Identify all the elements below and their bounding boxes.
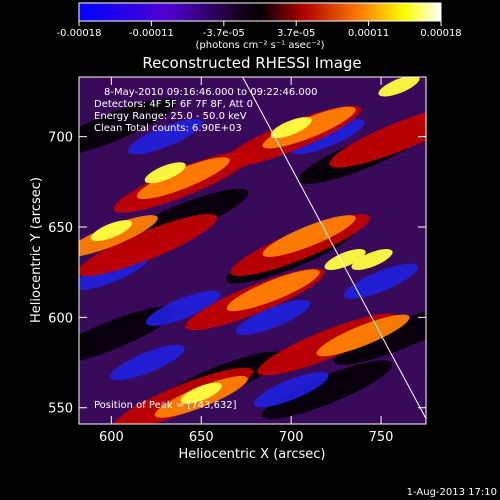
peak-position-label: Position of Peak = [743,632]: [94, 400, 237, 411]
heatmap-blob: [329, 105, 426, 168]
plot-frame: [78, 76, 427, 425]
y-tick-label: 650: [48, 221, 73, 236]
heatmap-blob: [235, 299, 311, 335]
heatmap-blob: [333, 306, 426, 365]
heatmap-blob: [79, 214, 218, 277]
heatmap-blob: [253, 372, 329, 408]
x-tick-label: 700: [279, 430, 304, 445]
heatmap-blob: [79, 306, 177, 365]
y-tick-label: 600: [48, 311, 73, 326]
footer-date: 1-Aug-2013 17:10: [407, 487, 497, 498]
chart-title: Reconstructed RHESSI Image: [142, 54, 361, 72]
x-axis-ticks: 600 650 700 750: [99, 77, 394, 445]
annotation-detectors: Detectors: 4F 5F 6F 7F 8F, Att 0: [94, 99, 253, 110]
y-axis-label: Heliocentric Y (arcsec): [29, 177, 44, 323]
colorbar-units: (photons cm⁻² s⁻¹ asec⁻²): [195, 40, 324, 51]
heatmap-blob: [289, 119, 365, 155]
heatmap-blob: [270, 117, 312, 139]
heatmap-blob: [110, 344, 185, 381]
heatmap-blob: [180, 382, 222, 404]
x-tick-label: 600: [99, 430, 124, 445]
solar-limb-line: [242, 77, 426, 419]
x-tick-label: 650: [189, 430, 214, 445]
heatmap-blob: [226, 269, 320, 312]
x-tick-label: 750: [369, 430, 394, 445]
y-axis-ticks: 550 600 650 700: [48, 131, 426, 417]
colorbar-ticks: -0.00018 -0.00011 -3.7e-05 3.7e-05 0.00011 0.…: [57, 21, 462, 39]
y-tick-label: 550: [48, 402, 73, 417]
colorbar-tick-label: -3.7e-05: [203, 28, 245, 39]
heatmap-blob: [136, 157, 230, 200]
heatmap-blob: [146, 290, 221, 326]
heatmap-blob: [144, 162, 186, 184]
annotation-clean-counts: Clean Total counts: 6.90E+03: [94, 123, 242, 134]
colorbar-tick-label: 0.00018: [420, 28, 461, 39]
annotation-time-range: 8-May-2010 09:16:46.000 to 09:22:46.000: [104, 87, 317, 98]
heatmap-image: [79, 77, 426, 424]
heatmap-blob: [378, 77, 420, 97]
heatmap-blob: [79, 98, 177, 157]
heatmap-blob: [324, 249, 366, 271]
heatmap-blob: [343, 263, 419, 299]
heatmap-blob: [351, 249, 393, 271]
x-axis-label: Heliocentric X (arcsec): [179, 447, 326, 462]
colorbar-tick-label: 3.7e-05: [277, 28, 315, 39]
colorbar-tick-label: -0.00018: [57, 28, 102, 39]
heatmap-blob: [261, 360, 393, 419]
heatmap-blob: [316, 314, 410, 357]
annotation-energy-range: Energy Range: 25.0 - 50.0 keV: [94, 111, 247, 122]
heatmap-blob: [262, 106, 356, 149]
heatmap-blob: [90, 220, 132, 242]
colorbar-tick-label: 0.00011: [348, 28, 389, 39]
heatmap-blob: [262, 215, 356, 257]
colorbar-tick-label: -0.00011: [129, 28, 174, 39]
info-annotations: 8-May-2010 09:16:46.000 to 09:22:46.000 …: [94, 87, 317, 411]
y-tick-label: 700: [48, 131, 73, 146]
heatmap-blob: [128, 119, 203, 155]
colorbar: [78, 2, 442, 22]
